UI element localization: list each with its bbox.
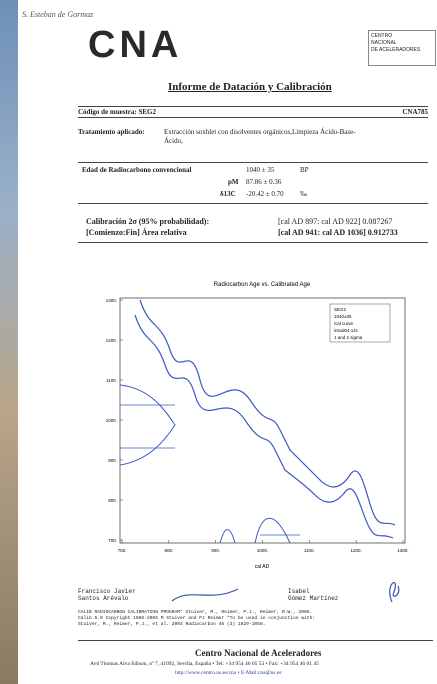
age-label: Edad de Radiocarbono convencional [82, 166, 192, 174]
delta-label: δ13C [220, 190, 236, 198]
citation-line: Stuiver, M., Reimer, P.J., et al. 2004 R… [78, 622, 315, 628]
institution-line: NACIONAL [371, 40, 433, 47]
calibration-box: Calibración 2σ (95% probabilidad): [cal … [78, 212, 428, 243]
sample-code: CNA785 [402, 108, 428, 116]
logo: CNA [88, 24, 182, 67]
y-tick-label: 900. [108, 458, 117, 463]
footer-rule [78, 640, 433, 641]
page: {"header": {"handwritten_note": "S. Este… [0, 0, 437, 684]
institution-line: CENTRO [371, 33, 433, 40]
signature-name: Gómez Martínez [288, 595, 338, 602]
calibration-label: Calibración 2σ (95% probabilidad): [86, 216, 209, 227]
y-tick-label: 800. [108, 498, 117, 503]
age-unit: BP [300, 166, 309, 174]
legend-entry: SEG2 [334, 307, 347, 312]
x-tick-label: 1200. [351, 548, 362, 553]
figure: Radiocarbon Age vs. Calibrated Age 1300.… [0, 270, 437, 580]
x-tick-label: 800. [164, 548, 173, 553]
signature-scribble [380, 574, 404, 604]
pm-value: 87.86 ± 0.36 [246, 178, 281, 186]
treatment-label: Tratamiento aplicado: [78, 128, 145, 136]
age-box: Edad de Radiocarbono convencional 1040 ±… [78, 162, 428, 204]
x-axis-label: cal AD [255, 564, 270, 570]
footer-address: Avd Thomas Alva Edison, nº 7, 41092, Sev… [90, 661, 319, 667]
calibrated-distribution [220, 518, 290, 543]
age-distribution [120, 385, 175, 465]
legend-entry: Cal curve [334, 321, 354, 326]
x-tick-label: 900. [211, 548, 220, 553]
delta-unit: ‰ [300, 190, 307, 198]
citation: CALIB RADIOCARBON CALIBRATION PROGRAM* S… [78, 610, 315, 628]
handwritten-note: S. Esteban de Gormaz [22, 10, 93, 19]
footer-links: http://www.centro.us.es/cna • E-Mail:cna… [175, 670, 282, 676]
signature-name: Francisco Javier [78, 588, 136, 595]
signature-name: Isabel [288, 588, 338, 595]
y-tick-label: 1300. [106, 298, 117, 303]
pm-label: pM [228, 178, 239, 186]
legend-entry: 1040±35 [334, 314, 352, 319]
institution-box: CENTRO NACIONAL DE ACELERADORES [368, 30, 436, 66]
sample-row: Código de muestra: SEG2 CNA785 [78, 106, 428, 118]
sample-label: Código de muestra: SEG2 [78, 108, 156, 116]
legend-entry: 1 and 2 sigma [334, 335, 363, 340]
signature-scribble [170, 585, 240, 605]
y-tick-label: 700. [108, 538, 117, 543]
y-tick-label: 1100. [106, 378, 117, 383]
footer-name: Centro Nacional de Aceleradores [195, 648, 321, 658]
delta-value: -20.42 ± 0.70 [246, 190, 284, 198]
signature-right: Isabel Gómez Martínez [288, 588, 338, 602]
treatment-line: Extracción soxhlet con disolventes orgán… [164, 128, 356, 137]
x-tick-label: 1100. [304, 548, 315, 553]
x-tick-label: 1300. [397, 548, 408, 553]
institution-line: DE ACELERADORES [371, 47, 433, 54]
legend-entry: intcal04.14c [334, 328, 359, 333]
treatment-text: Extracción soxhlet con disolventes orgán… [164, 128, 356, 146]
x-tick-label: 700. [118, 548, 127, 553]
calibration-value: [cal AD 897: cal AD 922] 0.087267 [278, 216, 392, 227]
figure-title: Radiocarbon Age vs. Calibrated Age [214, 282, 311, 288]
treatment-line: Ácido, [164, 137, 356, 146]
calibration-value: [cal AD 941: cal AD 1036] 0.912733 [278, 227, 398, 238]
report-title: Informe de Datación y Calibración [168, 81, 332, 93]
y-tick-label: 1200. [106, 338, 117, 343]
y-tick-label: 1000. [106, 418, 117, 423]
x-tick-label: 1000. [257, 548, 268, 553]
age-value: 1040 ± 35 [246, 166, 274, 174]
signature-name: Santos Arévalo [78, 595, 136, 602]
calibration-label: [Comienzo:Fin] Área relativa [86, 227, 187, 238]
signature-left: Francisco Javier Santos Arévalo [78, 588, 136, 602]
